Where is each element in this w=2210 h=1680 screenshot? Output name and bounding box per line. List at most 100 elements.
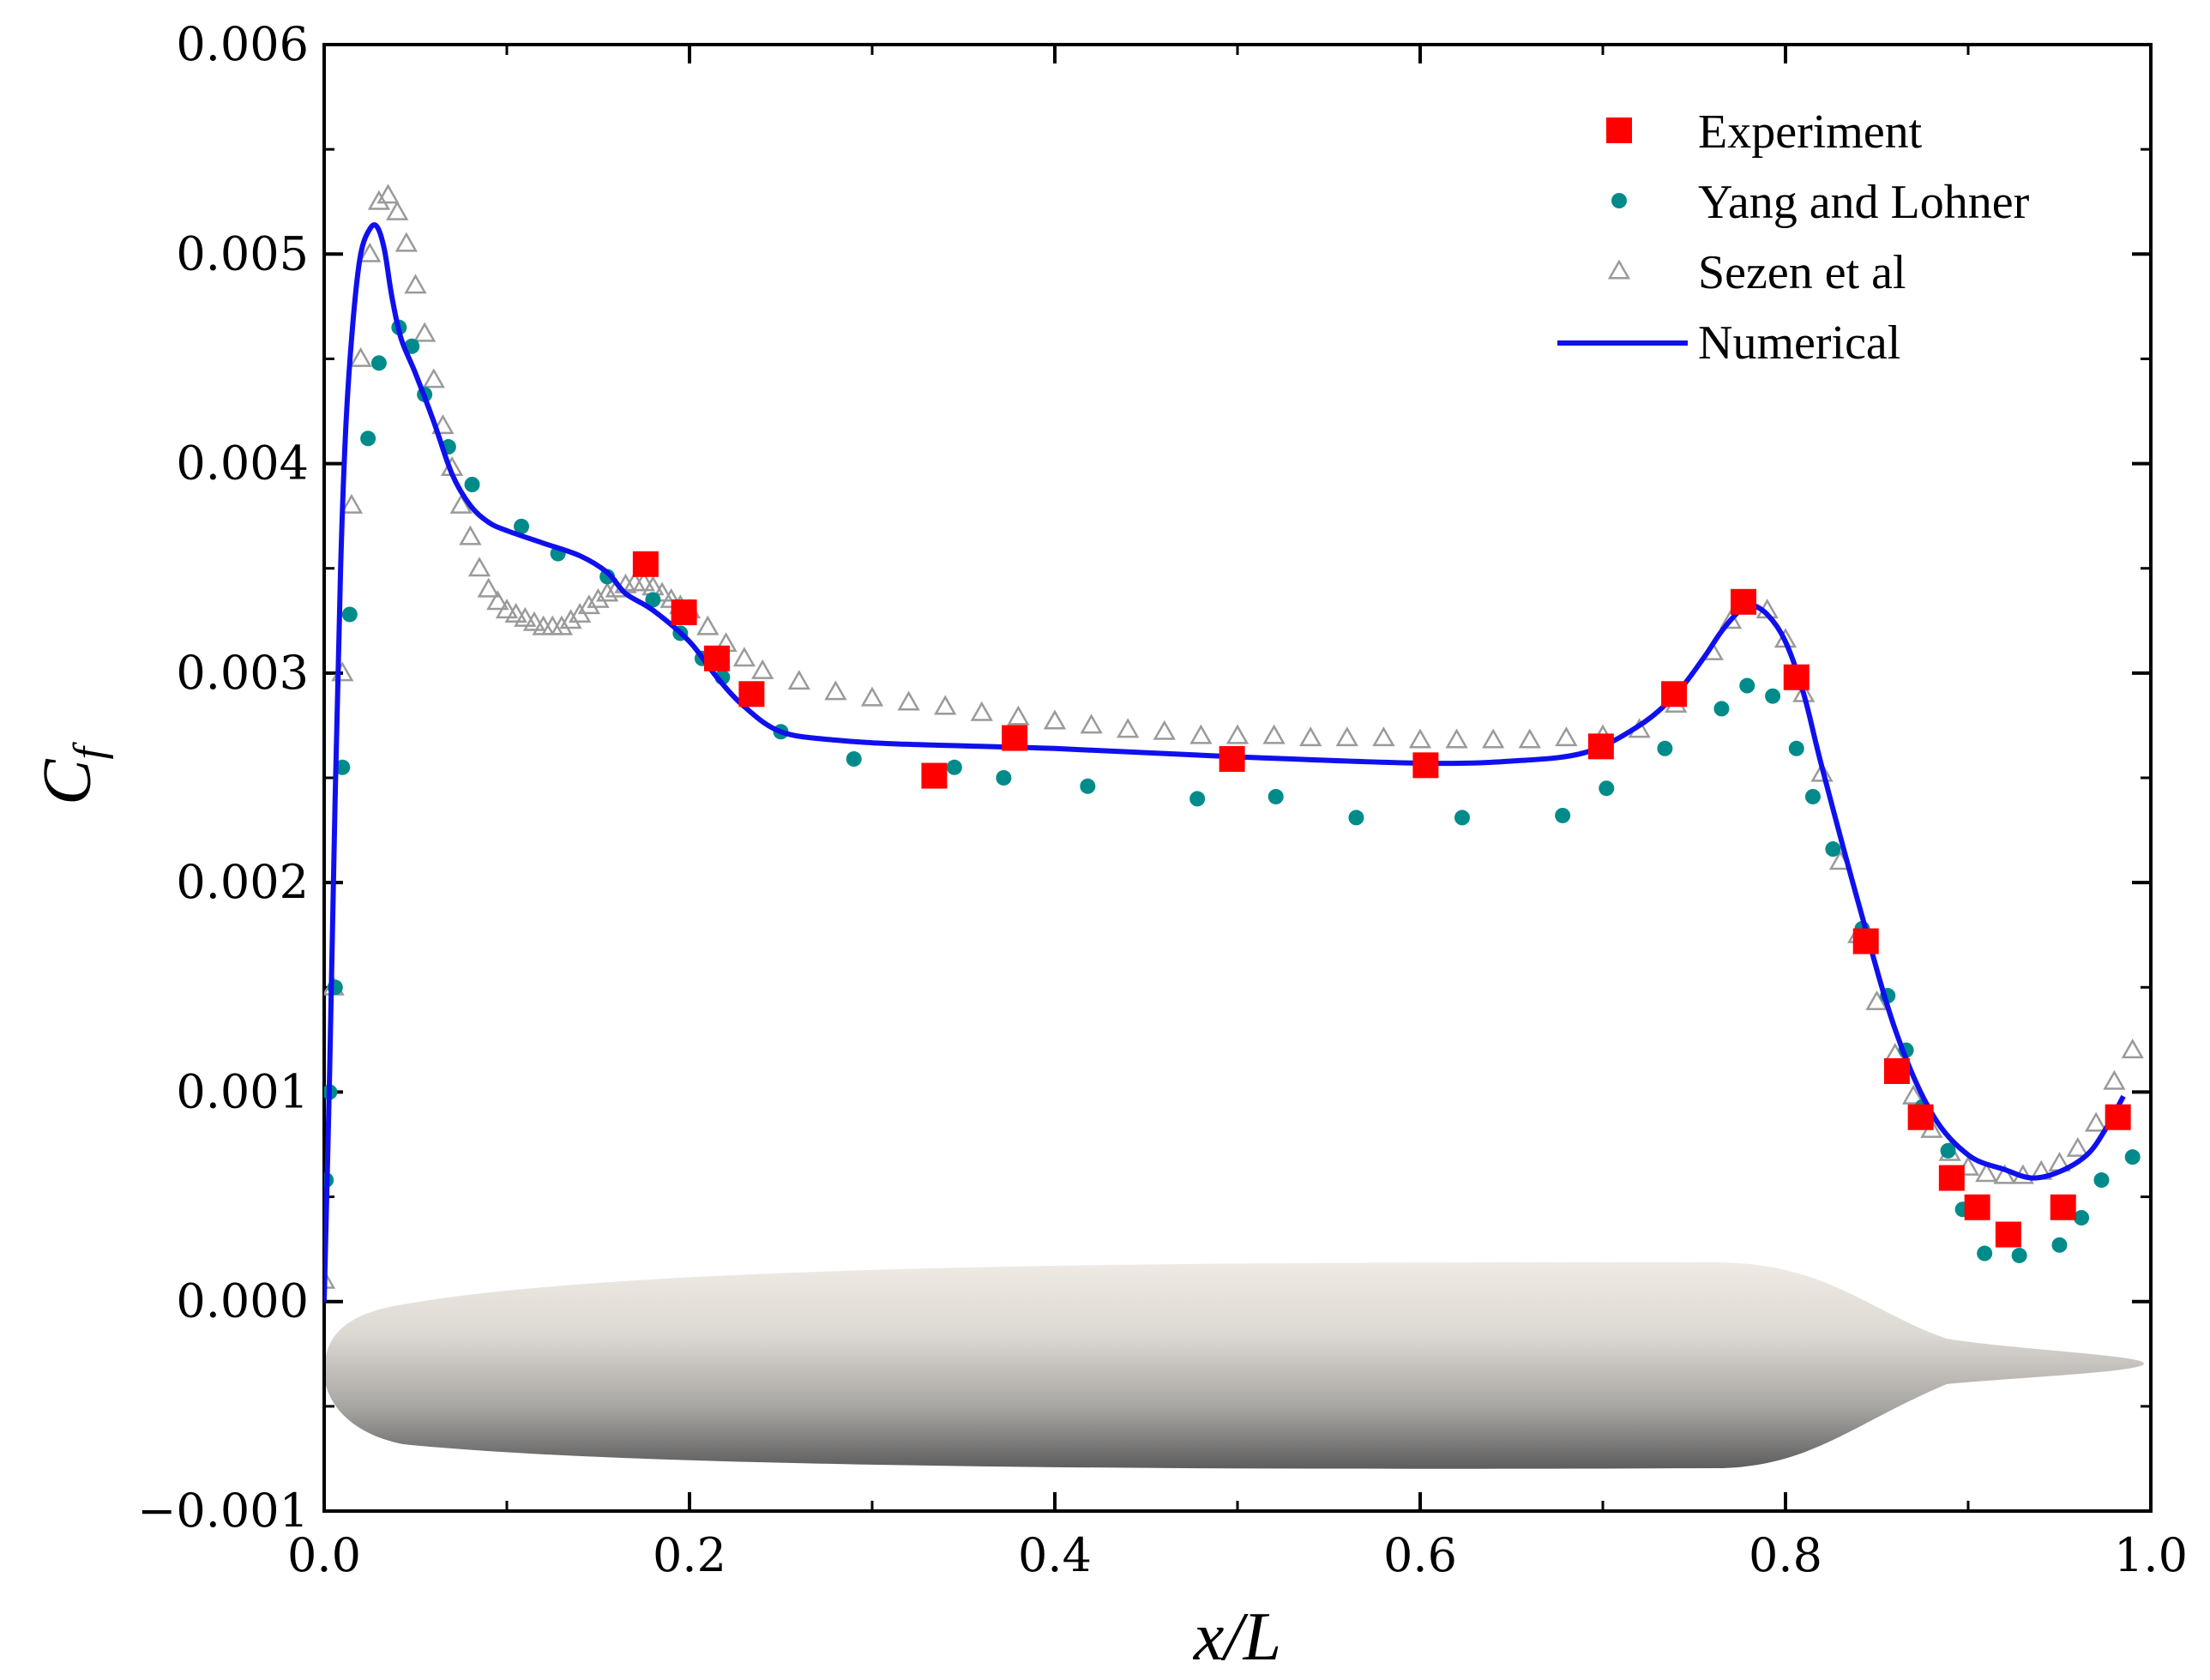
triangle-point — [824, 680, 847, 701]
square-point — [1883, 1058, 1910, 1084]
square-point — [703, 645, 730, 671]
square-point — [1938, 1165, 1965, 1191]
triangle-point — [1975, 1162, 1998, 1183]
triangle-point — [422, 368, 445, 388]
triangle-point — [386, 200, 409, 220]
circle-point — [2011, 1247, 2027, 1263]
circle-point — [1788, 740, 1804, 756]
circle-point — [1657, 740, 1673, 756]
circle-point — [1739, 677, 1755, 694]
triangle-point — [376, 184, 400, 204]
circle-point — [360, 431, 376, 447]
circle-point — [1804, 788, 1821, 804]
triangle-point — [1153, 720, 1176, 740]
legend-square-swatch — [1606, 117, 1632, 143]
circle-point — [1454, 810, 1470, 826]
triangle-point — [349, 346, 372, 367]
triangle-point — [477, 577, 500, 598]
circle-point — [2124, 1149, 2141, 1165]
triangle-point — [504, 602, 527, 623]
x-tick-label: 0.6 — [1383, 1528, 1457, 1582]
circle-point — [464, 477, 480, 492]
y-axis-title: Cf — [30, 742, 114, 805]
legend-label: Experiment — [1698, 105, 1923, 159]
square-point — [1661, 681, 1688, 708]
triangle-point — [1189, 724, 1213, 744]
square-point — [2105, 1104, 2131, 1130]
axis-tick-labels: 0.0 0.2 0.4 0.6 0.8 1.0 −0.001 0.000 0.001 0.002 0… — [137, 17, 2188, 1582]
legend-item: Sezen et al — [1607, 246, 1906, 299]
circle-point — [996, 770, 1012, 786]
triangle-point — [2066, 1136, 2089, 1157]
x-tick-label: 0.0 — [287, 1528, 361, 1582]
circle-point — [1268, 788, 1284, 804]
circle-point — [1765, 688, 1781, 704]
legend-item: Yang and Lohner — [1611, 176, 2030, 229]
square-point — [1783, 664, 1810, 690]
triangle-point — [1262, 724, 1286, 744]
triangle-point — [1865, 990, 1888, 1010]
hull-shape — [324, 1262, 2144, 1469]
numerical-line — [324, 222, 2126, 1302]
triangle-point — [358, 242, 382, 262]
triangle-point — [514, 606, 537, 627]
triangle-point — [1007, 705, 1030, 726]
triangle-point — [1335, 726, 1358, 747]
y-tick-label: 0.000 — [176, 1274, 309, 1328]
square-point — [1907, 1104, 1934, 1130]
triangle-point — [559, 609, 582, 629]
square-point — [1219, 746, 1245, 773]
triangle-point — [1810, 762, 1834, 782]
triangle-point — [459, 525, 482, 545]
triangle-point — [632, 571, 655, 592]
square-point — [1731, 588, 1757, 615]
circle-point — [341, 606, 358, 623]
triangle-point — [1225, 724, 1250, 744]
square-point — [2050, 1194, 2076, 1220]
square-point — [671, 599, 697, 626]
svg-text:Cf: Cf — [30, 742, 114, 805]
triangle-point — [550, 615, 574, 635]
legend-label: Numerical — [1698, 316, 1900, 370]
circle-point — [2074, 1210, 2090, 1225]
series-numerical — [324, 222, 2126, 1302]
circle-point — [2051, 1237, 2068, 1253]
legend-triangle-swatch — [1607, 259, 1631, 280]
triangle-point — [970, 701, 993, 721]
triangle-point — [1445, 728, 1468, 749]
triangle-point — [595, 581, 619, 602]
triangle-point — [897, 690, 920, 711]
x-tick-label: 0.8 — [1749, 1528, 1822, 1582]
square-point — [738, 681, 765, 708]
y-tick-label: 0.001 — [176, 1064, 309, 1118]
triangle-point — [1901, 1084, 1925, 1105]
triangle-point — [1043, 709, 1067, 730]
triangle-point — [495, 599, 519, 619]
legend: Experiment Yang and Lohner Sezen et al Nume… — [1557, 105, 2030, 370]
x-tick-label: 1.0 — [2114, 1528, 2188, 1582]
legend-label: Yang and Lohner — [1698, 176, 2030, 229]
circle-point — [846, 751, 862, 768]
circle-point — [1080, 778, 1096, 794]
triangle-point — [2121, 1039, 2144, 1059]
triangle-point — [577, 594, 601, 615]
triangle-point — [324, 1268, 336, 1289]
square-point — [1412, 752, 1439, 779]
circle-point — [334, 759, 351, 775]
triangle-point — [1117, 718, 1140, 738]
legend-item: Experiment — [1606, 105, 1923, 159]
square-point — [921, 762, 948, 789]
legend-circle-swatch — [1611, 193, 1627, 208]
legend-label: Sezen et al — [1698, 246, 1906, 299]
triangle-point — [751, 659, 774, 679]
series-yang-and-lohner — [324, 319, 2141, 1263]
axis-ticks — [322, 43, 2153, 1513]
triangle-point — [486, 590, 509, 611]
hull-body-illustration — [324, 1262, 2144, 1469]
triangle-point — [2103, 1069, 2126, 1090]
circle-point — [1825, 841, 1841, 858]
triangle-point — [1993, 1164, 2016, 1184]
triangle-point — [1372, 726, 1395, 747]
triangle-point — [2084, 1111, 2108, 1132]
square-point — [1587, 733, 1614, 760]
